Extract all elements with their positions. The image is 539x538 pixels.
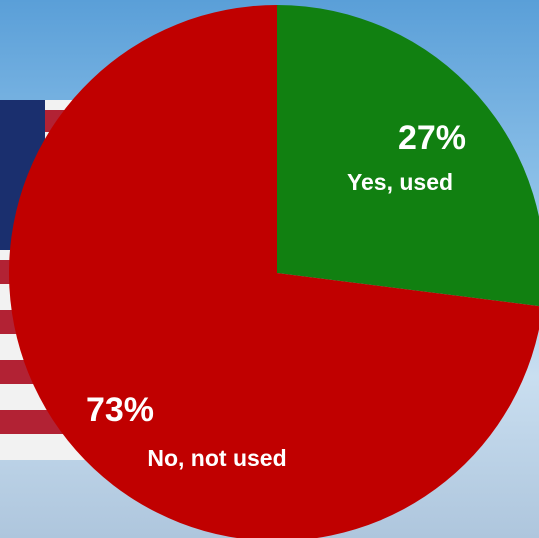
value-label: 27% [398,119,466,157]
pie-slice [9,5,539,538]
pie-slice [277,5,539,307]
pie [9,5,539,538]
category-label: No, not used [147,445,286,471]
value-label: 73% [86,391,154,429]
category-label: Yes, used [347,169,453,195]
labels: 27% Yes, used 73% No, not used [86,119,466,471]
